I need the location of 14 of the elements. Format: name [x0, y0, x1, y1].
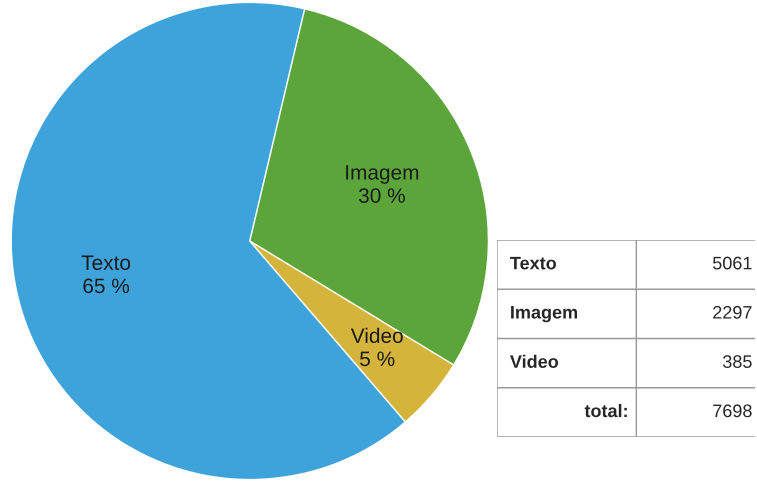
- data-label: 65 %: [83, 278, 130, 294]
- slice-label: Texto: [82, 255, 130, 270]
- data-label: 5 %: [360, 352, 394, 366]
- data-label: 5061: [712, 256, 752, 270]
- slice-label: Imagem: [346, 165, 418, 184]
- text: total:: [584, 404, 627, 418]
- text: 7698: [713, 404, 752, 418]
- data-label: 385: [722, 355, 752, 368]
- data-label: 2297: [713, 306, 752, 319]
- category-label: Imagem: [511, 306, 578, 322]
- slice-label: Video: [350, 328, 403, 344]
- category-label: Texto: [510, 256, 556, 270]
- category-label: Video: [510, 354, 558, 368]
- data-label: 30 %: [358, 188, 405, 203]
